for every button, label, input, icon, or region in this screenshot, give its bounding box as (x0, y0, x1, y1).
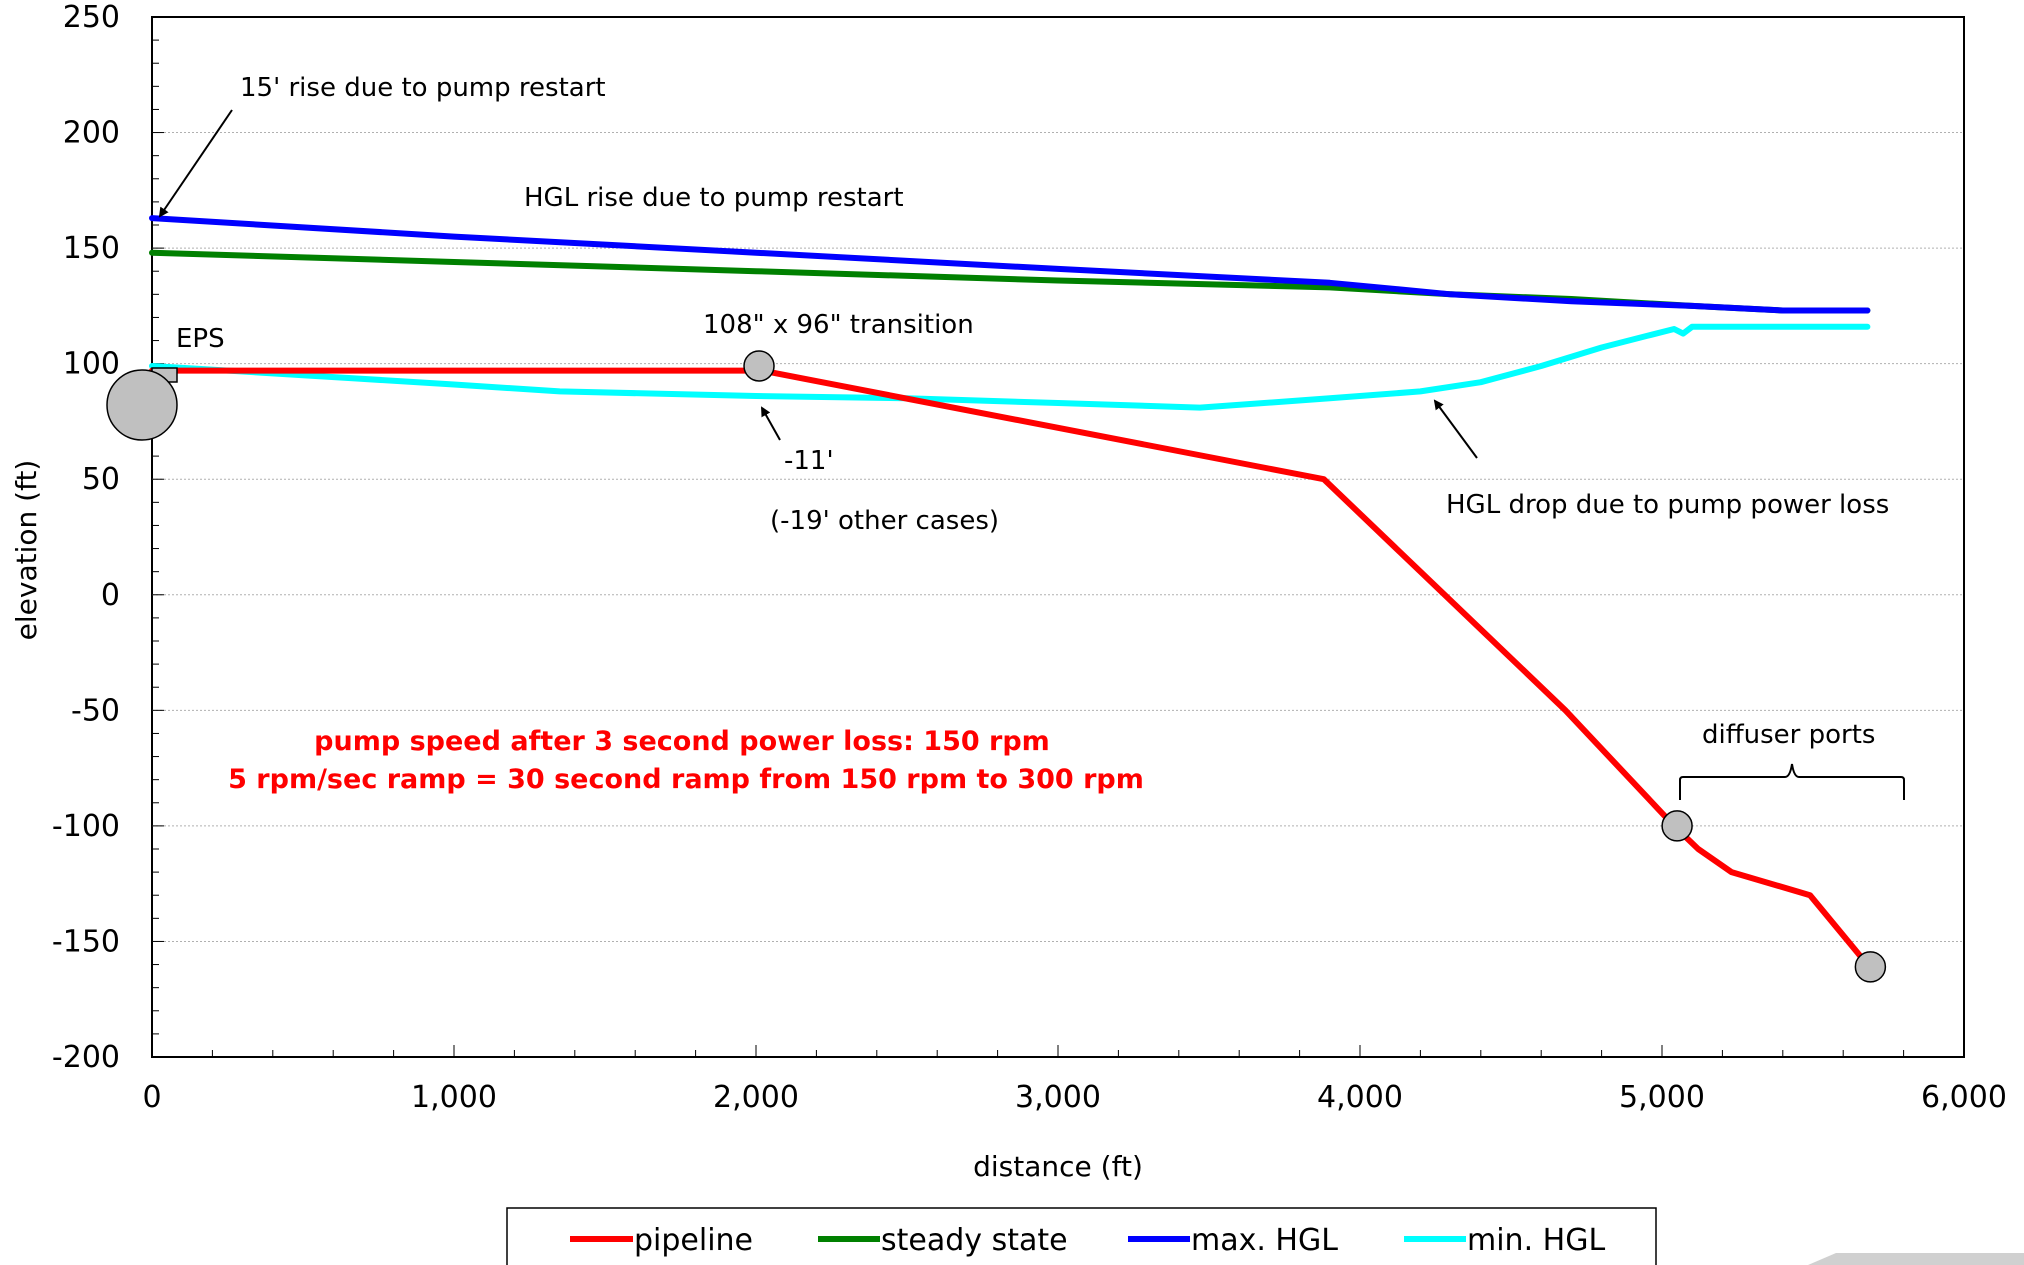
note-line-2: 5 rpm/sec ramp = 30 second ramp from 150… (228, 764, 1144, 795)
x-tick-label: 5,000 (1619, 1080, 1705, 1115)
corner-decoration (1808, 1253, 2024, 1265)
y-tick-label: -200 (52, 1040, 120, 1075)
y-tick-label: -150 (52, 924, 120, 959)
annotation-eps: EPS (176, 324, 225, 354)
legend-label-pipeline: pipeline (634, 1223, 753, 1258)
x-tick-label: 6,000 (1921, 1080, 2007, 1115)
annotation-transition: 108" x 96" transition (703, 310, 974, 340)
legend: pipeline steady state max. HGL min. HGL (506, 1207, 1657, 1265)
annotation-hgl-drop-arrow (1433, 399, 1478, 459)
y-tick-label: -100 (52, 809, 120, 844)
pump-icon (106, 367, 178, 441)
diffuser-brace (1679, 763, 1905, 800)
plot-area (151, 16, 1965, 1058)
x-tick-label: 4,000 (1317, 1080, 1403, 1115)
node-marker (743, 350, 775, 382)
series-line-max-hgl (149, 215, 1871, 314)
gridlines (152, 132, 1964, 942)
annotation-diffuser-ports: diffuser ports (1702, 720, 1875, 750)
x-tick-label: 2,000 (713, 1080, 799, 1115)
y-tick-label: 200 (63, 116, 120, 151)
annotation-15-rise-arrow (158, 109, 233, 218)
x-tick-label: 1,000 (411, 1080, 497, 1115)
annotation-minus11: -11' (784, 446, 834, 476)
x-tick-label: 0 (142, 1080, 161, 1115)
y-tick-labels: 250 200 150 100 50 0 -50 -100 -150 -200 (52, 0, 120, 1075)
legend-label-steady-state: steady state (881, 1223, 1068, 1258)
node-marker (1661, 810, 1693, 842)
annotation-15-rise: 15' rise due to pump restart (240, 73, 606, 103)
node-marker (1854, 951, 1887, 983)
node-markers (743, 350, 1887, 983)
y-tick-label: 50 (82, 462, 120, 497)
y-tick-label: 150 (63, 231, 120, 266)
y-tick-label: -50 (71, 693, 120, 728)
y-tick-label: 250 (63, 0, 120, 35)
y-tick-label: 0 (101, 578, 120, 613)
annotation-minus11-arrow (761, 406, 781, 441)
annotation-hgl-rise: HGL rise due to pump restart (524, 183, 904, 213)
y-axis-label: elevation (ft) (10, 460, 43, 641)
note-line-1: pump speed after 3 second power loss: 15… (314, 726, 1050, 757)
legend-label-min-hgl: min. HGL (1467, 1223, 1605, 1258)
annotation-minus19: (-19' other cases) (770, 506, 999, 536)
annotation-hgl-drop: HGL drop due to pump power loss (1446, 490, 1889, 520)
x-tick-labels: 0 1,000 2,000 3,000 4,000 5,000 6,000 (142, 1080, 2006, 1115)
x-tick-label: 3,000 (1015, 1080, 1101, 1115)
legend-label-max-hgl: max. HGL (1191, 1223, 1338, 1258)
series-line-min-hgl (149, 323, 1871, 411)
y-tick-label: 100 (63, 347, 120, 382)
x-axis-label: distance (ft) (973, 1150, 1143, 1183)
